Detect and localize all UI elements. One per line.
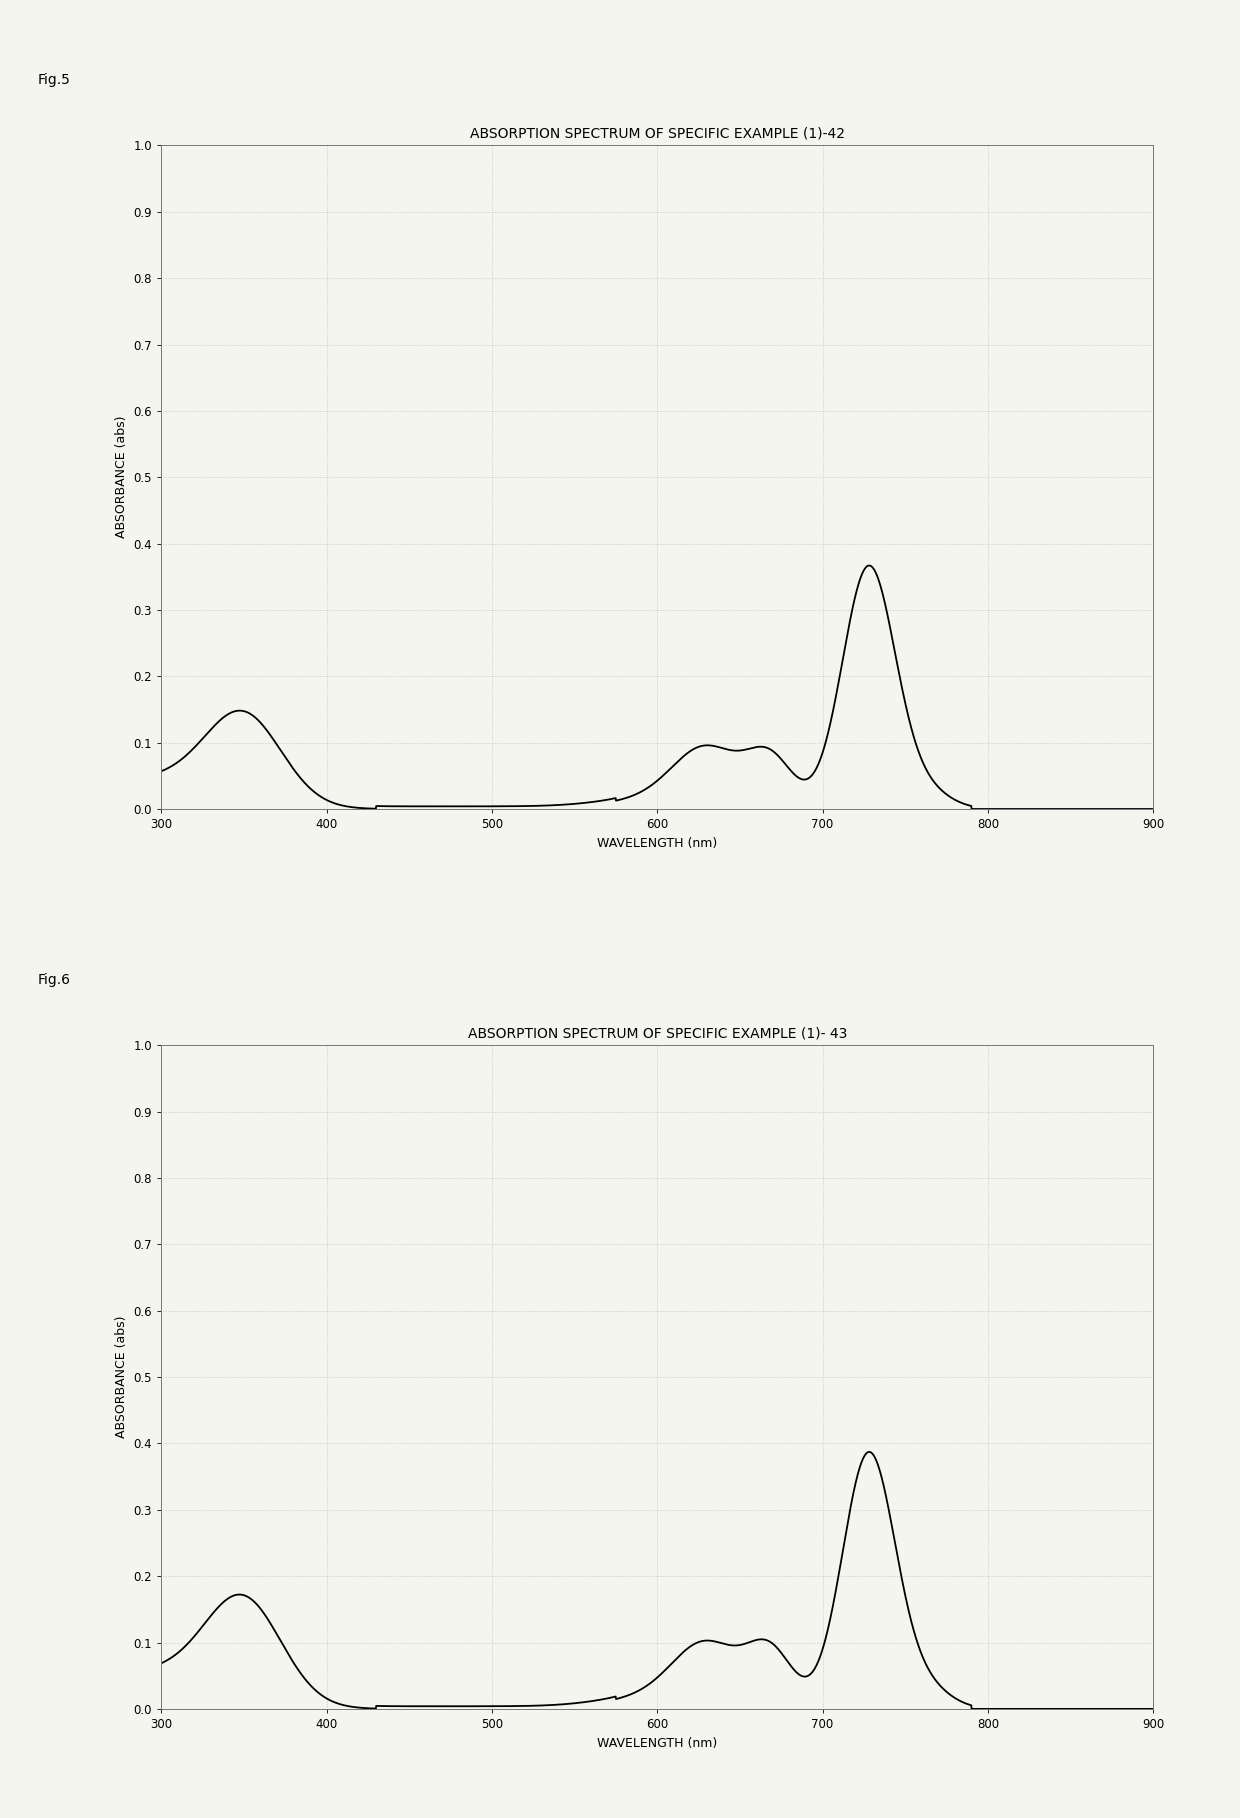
Text: Fig.6: Fig.6 (37, 973, 71, 987)
Y-axis label: ABSORBANCE (abs): ABSORBANCE (abs) (115, 1316, 128, 1438)
Text: Fig.5: Fig.5 (37, 73, 71, 87)
Title: ABSORPTION SPECTRUM OF SPECIFIC EXAMPLE (1)-42: ABSORPTION SPECTRUM OF SPECIFIC EXAMPLE … (470, 125, 844, 140)
X-axis label: WAVELENGTH (nm): WAVELENGTH (nm) (598, 836, 717, 849)
X-axis label: WAVELENGTH (nm): WAVELENGTH (nm) (598, 1736, 717, 1749)
Title: ABSORPTION SPECTRUM OF SPECIFIC EXAMPLE (1)- 43: ABSORPTION SPECTRUM OF SPECIFIC EXAMPLE … (467, 1025, 847, 1040)
Y-axis label: ABSORBANCE (abs): ABSORBANCE (abs) (115, 416, 128, 538)
